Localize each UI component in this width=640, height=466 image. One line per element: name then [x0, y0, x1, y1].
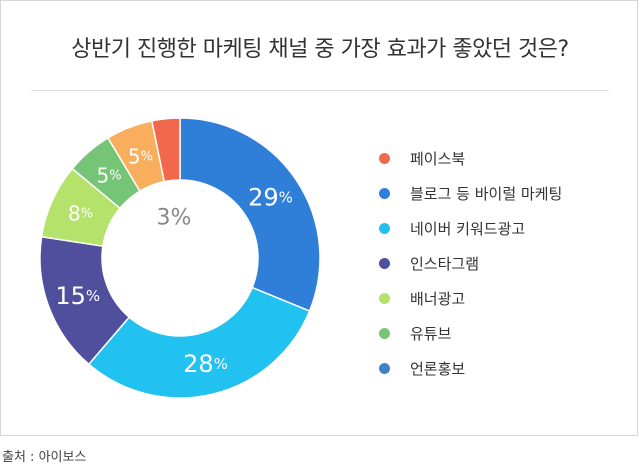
legend-dot-icon — [379, 258, 390, 269]
chart-title: 상반기 진행한 마케팅 채널 중 가장 효과가 좋았던 것은? — [71, 37, 569, 62]
legend-dot-icon — [379, 363, 390, 374]
legend-label: 블로그 등 바이럴 마케팅 — [410, 185, 563, 203]
legend-dot-icon — [379, 328, 390, 339]
slice-value-label: 28% — [183, 350, 228, 378]
legend-item: 페이스북 — [379, 141, 562, 176]
legend-label: 배너광고 — [410, 290, 466, 308]
center-small-slice-label: 3% — [157, 206, 192, 231]
legend-dot-icon — [379, 223, 390, 234]
donut-slice — [87, 286, 311, 399]
legend-dot-icon — [379, 188, 390, 199]
slice-value-label: 5% — [96, 163, 121, 187]
legend-item: 인스타그램 — [379, 246, 562, 281]
legend-item: 네이버 키워드광고 — [379, 211, 562, 246]
legend-dot-icon — [379, 293, 390, 304]
legend-item: 블로그 등 바이럴 마케팅 — [379, 176, 562, 211]
legend-label: 페이스북 — [410, 150, 466, 168]
source-note: 출처 : 아이보스 — [2, 450, 87, 465]
legend-item: 배너광고 — [379, 281, 562, 316]
legend-item: 언론홍보 — [379, 351, 562, 386]
legend-label: 인스타그램 — [410, 255, 480, 273]
slice-value-label: 15% — [55, 282, 100, 310]
donut-slice — [179, 117, 321, 313]
slice-value-label: 8% — [68, 201, 93, 225]
slice-value-label: 5% — [128, 144, 153, 168]
legend-item: 유튜브 — [379, 316, 562, 351]
legend-dot-icon — [379, 153, 390, 164]
title-divider — [31, 90, 609, 91]
legend-label: 언론홍보 — [410, 360, 466, 378]
legend-label: 네이버 키워드광고 — [410, 220, 526, 238]
legend-label: 유튜브 — [410, 325, 452, 343]
slice-value-label: 29% — [248, 183, 293, 211]
donut-slice — [150, 117, 181, 183]
